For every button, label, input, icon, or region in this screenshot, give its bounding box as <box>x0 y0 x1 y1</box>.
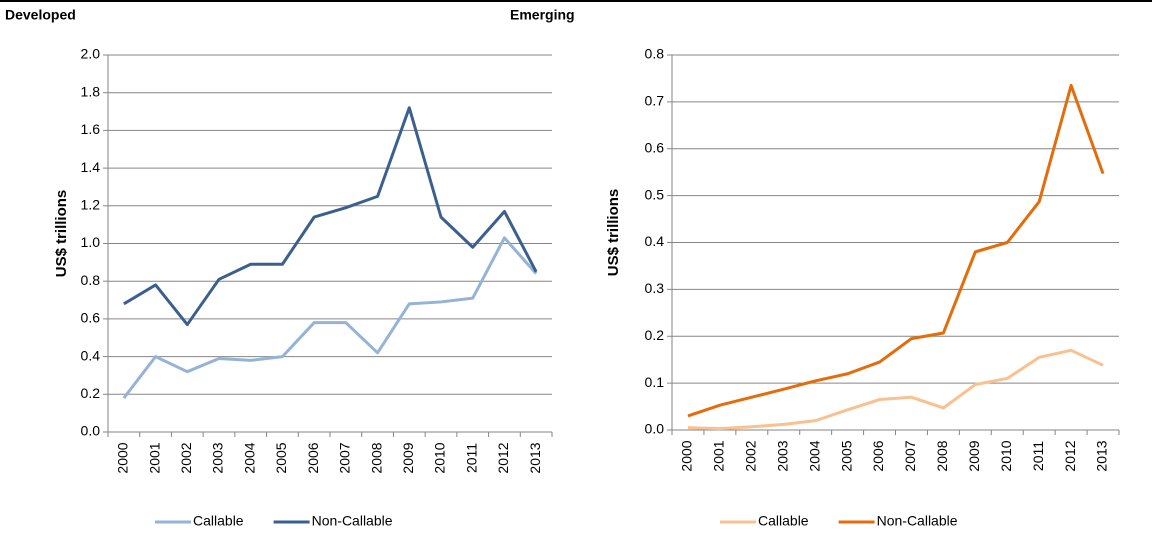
y-tick-label: 0.1 <box>645 374 665 390</box>
x-tick-label: 2013 <box>1094 440 1110 471</box>
x-tick-label: 2008 <box>934 440 950 471</box>
y-tick-label: 0.8 <box>81 272 101 288</box>
x-tick-label: 2013 <box>527 442 543 473</box>
y-tick-label: 0.6 <box>645 139 665 155</box>
x-tick-label: 2007 <box>902 440 918 471</box>
x-tick-label: 2011 <box>463 443 479 473</box>
legend-label: Callable <box>193 513 244 529</box>
y-tick-label: 0.5 <box>645 186 665 202</box>
y-tick-label: 1.0 <box>81 234 101 250</box>
y-tick-label: 1.8 <box>81 83 101 99</box>
x-tick-label: 2004 <box>241 442 257 473</box>
x-tick-label: 2002 <box>178 442 194 473</box>
series-line <box>123 106 538 327</box>
x-tick-label: 2002 <box>743 440 759 471</box>
y-tick-label: 0.8 <box>645 46 665 62</box>
x-tick-label: 2003 <box>774 440 790 471</box>
y-tick-label: 0.4 <box>81 347 101 363</box>
legend-label: Non-Callable <box>312 513 393 529</box>
y-tick-label: 0.3 <box>645 280 665 296</box>
x-tick-label: 2010 <box>432 442 448 473</box>
y-tick-label: 0.4 <box>645 233 665 249</box>
x-tick-label: 2006 <box>305 442 321 473</box>
x-tick-label: 2005 <box>273 442 289 473</box>
x-tick-label: 2011 <box>1030 441 1046 471</box>
x-tick-label: 2000 <box>115 442 131 473</box>
x-tick-label: 2006 <box>870 440 886 471</box>
x-tick-label: 2012 <box>495 442 511 473</box>
x-tick-label: 2009 <box>400 442 416 473</box>
series-line <box>122 236 538 399</box>
x-tick-label: 2001 <box>146 442 162 473</box>
y-axis-label: US$ trillions <box>605 189 622 277</box>
x-tick-label: 2007 <box>337 442 353 473</box>
x-tick-label: 2009 <box>966 440 982 471</box>
legend-label: Callable <box>758 513 809 529</box>
y-tick-label: 1.2 <box>81 197 101 213</box>
chart-title: Emerging <box>510 7 575 23</box>
y-tick-label: 0.0 <box>645 421 665 437</box>
x-tick-label: 2012 <box>1062 440 1078 471</box>
series-line <box>687 348 1104 431</box>
y-tick-label: 1.6 <box>81 121 101 137</box>
y-tick-label: 0.2 <box>645 327 665 343</box>
legend-label: Non-Callable <box>877 513 958 529</box>
chart-title: Developed <box>5 7 76 23</box>
x-tick-label: 2001 <box>711 440 727 471</box>
y-tick-label: 0.6 <box>81 310 101 326</box>
series-line <box>687 83 1105 418</box>
x-tick-label: 2005 <box>838 440 854 471</box>
x-tick-label: 2004 <box>806 440 822 471</box>
x-tick-label: 2000 <box>679 440 695 471</box>
y-tick-label: 0.2 <box>81 385 101 401</box>
y-tick-label: 0.7 <box>645 93 665 109</box>
x-tick-label: 2010 <box>998 440 1014 471</box>
x-tick-label: 2008 <box>368 442 384 473</box>
y-tick-label: 2.0 <box>81 46 101 62</box>
y-tick-label: 0.0 <box>81 423 101 439</box>
x-tick-label: 2003 <box>210 442 226 473</box>
y-tick-label: 1.4 <box>81 159 101 175</box>
y-axis-label: US$ trillions <box>53 190 70 278</box>
